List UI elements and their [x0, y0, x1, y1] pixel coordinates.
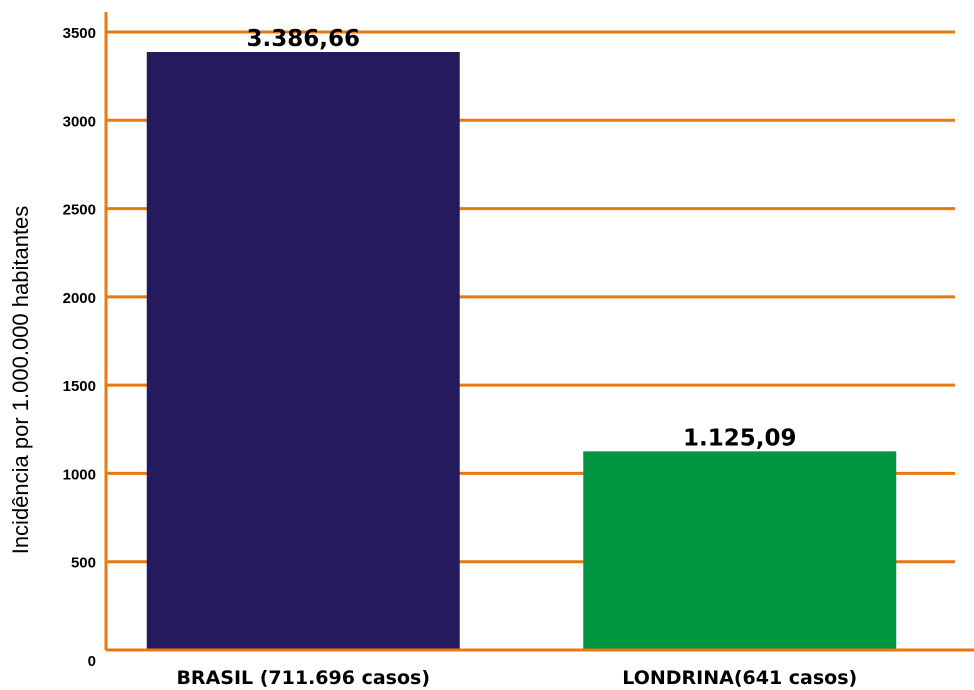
y-tick-label: 1000 [63, 466, 96, 483]
bar [146, 52, 460, 650]
category-labels: BRASIL (711.696 casos) LONDRINA(641 casos… [176, 667, 857, 689]
y-tick-labels: 0 500 1000 1500 2000 2500 3000 3500 [63, 25, 96, 670]
y-tick-label: 3500 [63, 25, 96, 42]
category-label: LONDRINA(641 casos) [622, 667, 857, 689]
y-tick-label: 500 [71, 555, 96, 572]
y-axis-label: Incidência por 1.000.000 habitantes [8, 206, 33, 555]
y-tick-label: 2500 [63, 202, 96, 219]
data-label: 1.125,09 [683, 425, 797, 451]
y-tick-label: 1500 [63, 378, 96, 395]
bars: 3.386,66 1.125,09 [146, 26, 897, 650]
data-label: 3.386,66 [247, 26, 361, 52]
bar [583, 451, 897, 650]
y-tick-label: 3000 [63, 113, 96, 130]
y-tick-label: 2000 [63, 290, 96, 307]
y-tick-label: 0 [88, 653, 96, 670]
category-label: BRASIL (711.696 casos) [176, 667, 430, 689]
